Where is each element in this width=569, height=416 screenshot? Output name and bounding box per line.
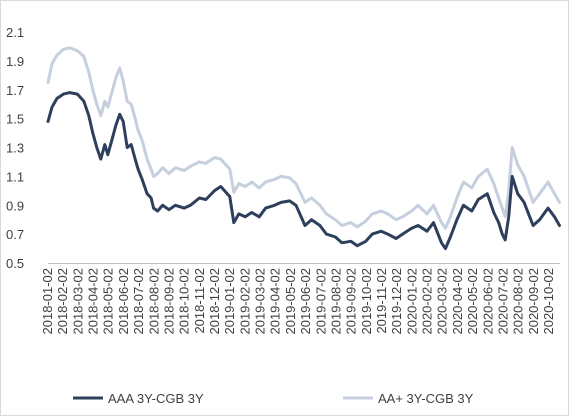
x-tick-label: 2018-05-02 xyxy=(101,268,116,335)
x-tick-label: 2019-03-02 xyxy=(253,268,268,335)
x-tick-label: 2019-08-02 xyxy=(328,268,343,335)
y-tick-label: 0.7 xyxy=(6,227,24,242)
x-tick-label: 2020-06-02 xyxy=(480,268,495,335)
x-tick-label: 2018-03-02 xyxy=(70,268,85,335)
x-tick-label: 2019-07-02 xyxy=(313,268,328,335)
x-tick-label: 2019-01-02 xyxy=(222,268,237,335)
y-tick-label: 1.7 xyxy=(6,83,24,98)
x-tick-label: 2019-06-02 xyxy=(298,268,313,335)
y-tick-label: 0.5 xyxy=(6,256,24,271)
y-tick-label: 1.1 xyxy=(6,169,24,184)
y-tick-label: 1.9 xyxy=(6,54,24,69)
x-tick-label: 2020-01-02 xyxy=(404,268,419,335)
x-tick-label: 2020-03-02 xyxy=(435,268,450,335)
series-line-aa-plus xyxy=(46,46,561,230)
x-tick-label: 2020-09-02 xyxy=(526,268,541,335)
x-tick-label: 2018-09-02 xyxy=(161,268,176,335)
x-tick-label: 2019-11-02 xyxy=(374,268,389,334)
y-tick-label: 2.1 xyxy=(6,25,24,40)
legend-label: AAA 3Y-CGB 3Y xyxy=(108,391,204,406)
x-tick-label: 2020-02-02 xyxy=(420,268,435,335)
x-tick-label: 2019-12-02 xyxy=(389,268,404,335)
x-tick-label: 2018-12-02 xyxy=(207,268,222,335)
x-tick-label: 2018-10-02 xyxy=(177,268,192,335)
x-tick-label: 2018-07-02 xyxy=(131,268,146,335)
y-tick-label: 0.9 xyxy=(6,198,24,213)
x-tick-label: 2018-01-02 xyxy=(40,268,55,335)
x-tick-label: 2018-11-02 xyxy=(192,268,207,334)
y-axis: 2.1 1.9 1.7 1.5 1.3 1.1 0.9 0.7 0.5 xyxy=(6,25,24,271)
x-tick-label: 2019-02-02 xyxy=(237,268,252,335)
legend-label: AA+ 3Y-CGB 3Y xyxy=(378,391,474,406)
x-axis: 2018-01-02 2018-02-02 2018-03-02 2018-04-02… xyxy=(40,263,560,335)
y-tick-label: 1.3 xyxy=(6,141,24,156)
x-tick-label: 2019-05-02 xyxy=(283,268,298,335)
x-tick-label: 2019-10-02 xyxy=(359,268,374,335)
x-tick-label: 2018-04-02 xyxy=(86,268,101,335)
x-tick-label: 2019-04-02 xyxy=(268,268,283,335)
legend: AAA 3Y-CGB 3Y AA+ 3Y-CGB 3Y xyxy=(73,391,474,406)
x-tick-label: 2018-02-02 xyxy=(55,268,70,335)
x-tick-label: 2018-06-02 xyxy=(116,268,131,335)
x-tick-label: 2018-08-02 xyxy=(146,268,161,335)
x-tick-label: 2020-07-02 xyxy=(495,268,510,335)
x-tick-label: 2020-05-02 xyxy=(465,268,480,335)
x-tick-label: 2020-10-02 xyxy=(541,268,556,335)
series-line-aaa xyxy=(46,91,561,251)
x-tick-label: 2020-08-02 xyxy=(511,268,526,335)
series-layer xyxy=(46,46,561,251)
y-tick-label: 1.5 xyxy=(6,112,24,127)
x-tick-label: 2019-09-02 xyxy=(344,268,359,335)
x-tick-label: 2020-04-02 xyxy=(450,268,465,335)
